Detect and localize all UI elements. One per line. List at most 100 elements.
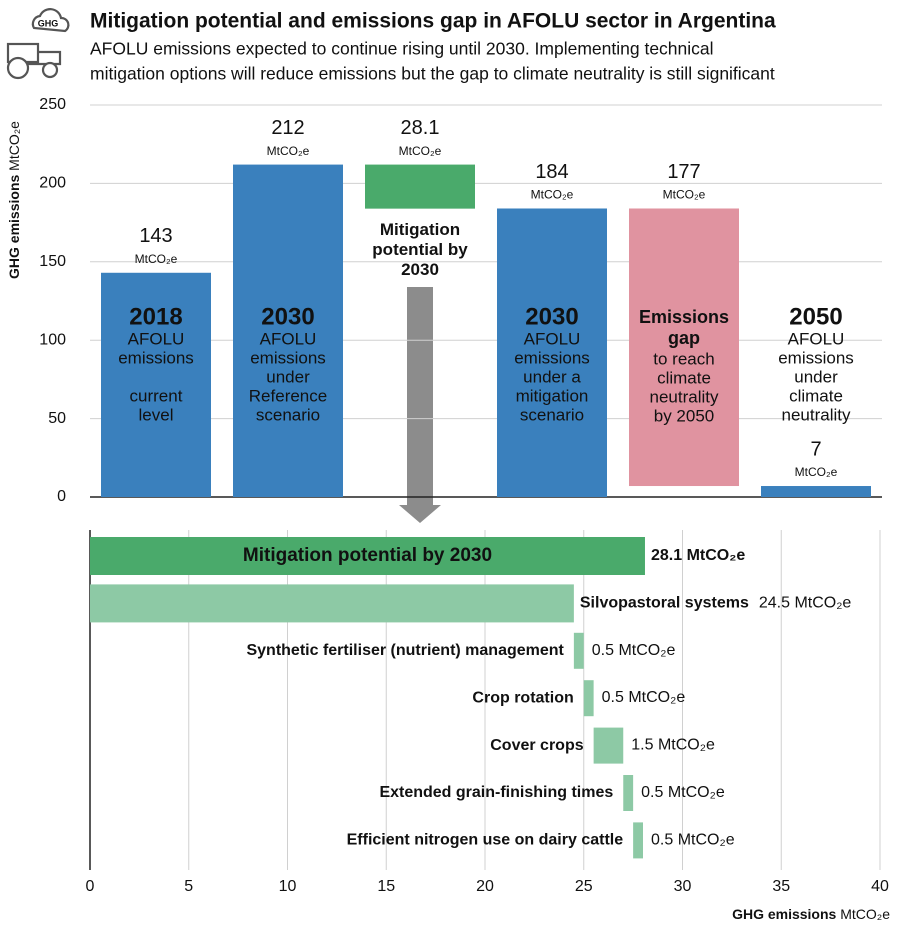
x-tick-label: 35 (772, 878, 790, 895)
bar-label: mitigation (516, 386, 589, 405)
x-tick-label: 10 (279, 878, 297, 895)
y-tick-label: 200 (39, 175, 66, 192)
tractor-wheel (41, 61, 59, 79)
x-axis-label-unit: MtCO₂e (840, 906, 890, 922)
bar-label: climate (657, 368, 711, 387)
value-label: 143 (139, 225, 172, 247)
value-label: 1.5 MtCO₂e (631, 737, 715, 754)
bar (761, 486, 871, 497)
bar-label: Mitigation potential by 2030 (243, 545, 492, 566)
value-number: 24.5 (759, 595, 790, 612)
category-label: Extended grain-finishing times (379, 784, 613, 801)
tractor-wheel (6, 56, 30, 80)
bar-label: under (794, 367, 838, 386)
icon-label: GHG (38, 18, 59, 28)
bar-label: current (130, 386, 183, 405)
value-label: 0.5 MtCO₂e (641, 784, 725, 801)
icon (6, 8, 70, 80)
y-tick-label: 50 (48, 410, 66, 427)
value-number: 0.5 (641, 784, 663, 801)
bar-heading: 2030 (525, 303, 578, 330)
arrow-head (399, 505, 441, 523)
category-label: Cover crops (490, 737, 583, 754)
x-axis-label-name: GHG emissions (732, 906, 836, 922)
bar-label: Reference (249, 386, 327, 405)
bar-label: scenario (256, 405, 320, 424)
x-tick-label: 5 (184, 878, 193, 895)
bar (365, 164, 475, 209)
bar-heading: 2050 (789, 303, 842, 330)
category-label: Crop rotation (472, 689, 573, 706)
bar-heading: 2030 (261, 303, 314, 330)
value-unit: MtCO₂e (135, 252, 178, 266)
value-label: 177 (667, 161, 700, 183)
value-unit: MtCO₂e (658, 737, 715, 754)
x-tick-label: 30 (674, 878, 692, 895)
chart-subtitle: mitigation options will reduce emissions… (90, 64, 775, 84)
value-number: 0.5 (592, 642, 614, 659)
bar-label: potential by (372, 240, 468, 259)
chart-subtitle: AFOLU emissions expected to continue ris… (90, 39, 714, 59)
value-unit: MtCO₂e (399, 144, 442, 158)
bar (593, 727, 624, 764)
bar (101, 272, 211, 497)
bar-label: AFOLU (524, 329, 581, 348)
category-label: Efficient nitrogen use on dairy cattle (347, 832, 624, 849)
value-unit: MtCO₂e (663, 188, 706, 202)
value-unit: MtCO₂e (668, 784, 725, 801)
bar (629, 208, 739, 487)
y-tick-label: 100 (39, 331, 66, 348)
bar-label: level (139, 405, 174, 424)
value-label: 212 (271, 117, 304, 139)
x-tick-label: 40 (871, 878, 889, 895)
bar (583, 680, 594, 717)
arrow (407, 287, 433, 505)
bar-label: climate (789, 386, 843, 405)
bar-label: under a (523, 367, 581, 386)
bar-label: by 2050 (654, 406, 715, 425)
x-tick-label: 0 (86, 878, 95, 895)
value-label: 184 (535, 161, 568, 183)
x-tick-label: 15 (377, 878, 395, 895)
tractor-body (8, 50, 62, 66)
x-tick-label: 25 (575, 878, 593, 895)
category-label: Silvopastoral systems (580, 595, 749, 612)
cloud-icon (31, 8, 70, 33)
value-number: 1.5 (631, 737, 653, 754)
value-unit: MtCO₂e (687, 547, 746, 564)
bar-label: emissions (250, 348, 326, 367)
value-unit: MtCO₂e (531, 188, 574, 202)
x-tick-label: 20 (476, 878, 494, 895)
bar-label: emissions (514, 348, 590, 367)
value-unit: MtCO₂e (267, 144, 310, 158)
value-number: 0.5 (651, 832, 673, 849)
bar-label: neutrality (650, 387, 719, 406)
value-unit: MtCO₂e (795, 465, 838, 479)
value-label: 0.5 MtCO₂e (651, 832, 735, 849)
category-label: Synthetic fertiliser (nutrient) manageme… (246, 642, 564, 659)
bar (233, 164, 343, 498)
bar-heading: gap (668, 328, 700, 348)
bar-label: Mitigation (380, 220, 460, 239)
bar (90, 584, 574, 623)
y-tick-label: 150 (39, 253, 66, 270)
value-unit: MtCO₂e (794, 595, 851, 612)
bar-label: emissions (778, 348, 854, 367)
bar (90, 537, 645, 575)
chart-title: Mitigation potential and emissions gap i… (90, 10, 776, 33)
bar-label: emissions (118, 348, 194, 367)
bar-label: to reach (653, 349, 714, 368)
value-label: 0.5 MtCO₂e (592, 642, 676, 659)
y-axis-label-unit: MtCO₂e (6, 121, 22, 171)
y-axis-label: GHG emissions MtCO₂e (6, 121, 22, 279)
bar-label: 2030 (401, 260, 439, 279)
bar (573, 632, 584, 669)
bar-label: neutrality (782, 405, 851, 424)
bar-label: scenario (520, 405, 584, 424)
value-label: 28.1 MtCO₂e (651, 547, 745, 564)
y-axis-label-name: GHG emissions (6, 175, 22, 279)
y-tick-label: 250 (39, 96, 66, 113)
bar-label: under (266, 367, 310, 386)
bar (623, 775, 634, 811)
